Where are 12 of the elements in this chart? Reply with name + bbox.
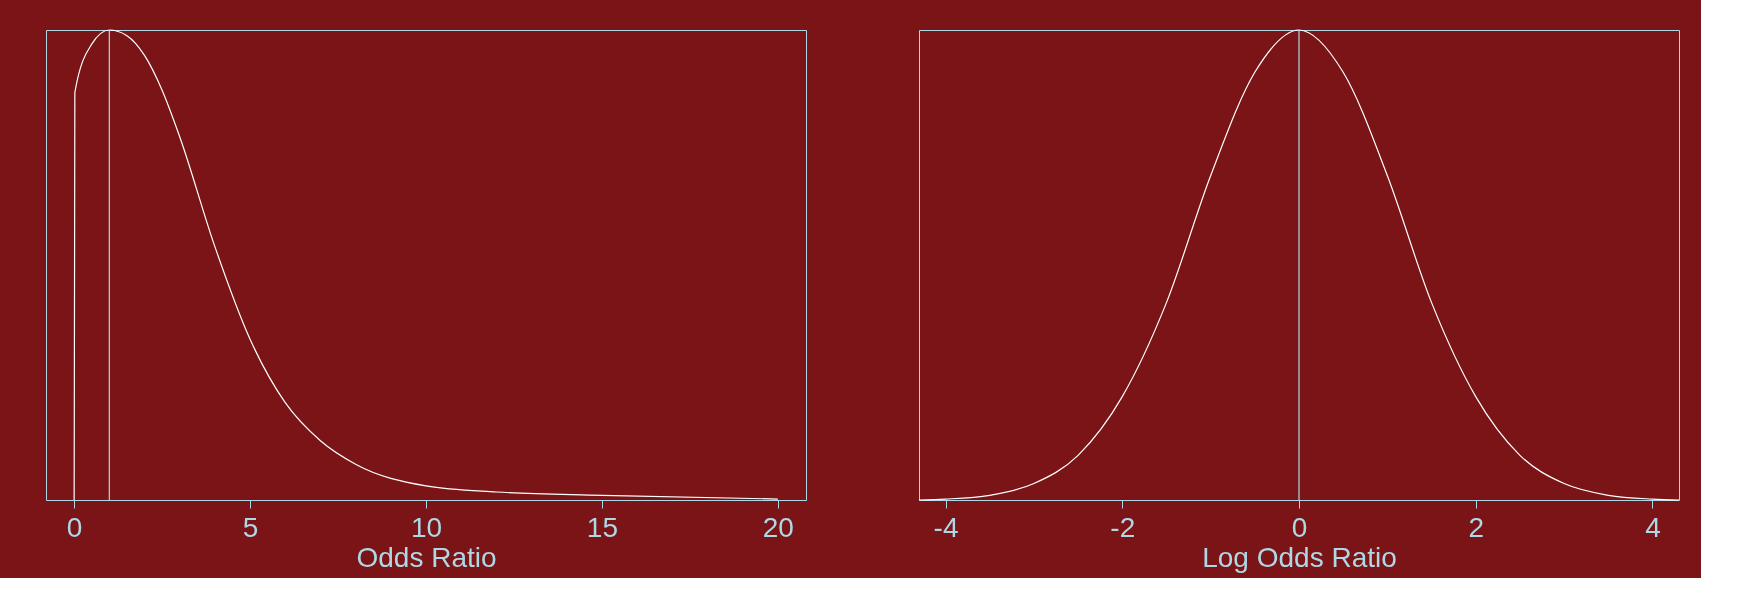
x-tick-label: 5 (242, 511, 259, 543)
x-tick-label: 10 (410, 511, 443, 543)
x-tick-label: 4 (1645, 511, 1661, 543)
x-tick-label: 2 (1468, 511, 1485, 543)
x-tick-label: 15 (586, 511, 618, 543)
x-tick-label: 0 (66, 511, 83, 543)
x-tick-label: -2 (1110, 511, 1136, 543)
x-tick-label: 20 (762, 511, 794, 543)
x-tick-label: 0 (1291, 511, 1308, 543)
x-tick-label: -4 (933, 511, 959, 543)
x-axis-title: Log Odds Ratio (1202, 541, 1397, 573)
x-axis-title: Odds Ratio (356, 541, 497, 573)
